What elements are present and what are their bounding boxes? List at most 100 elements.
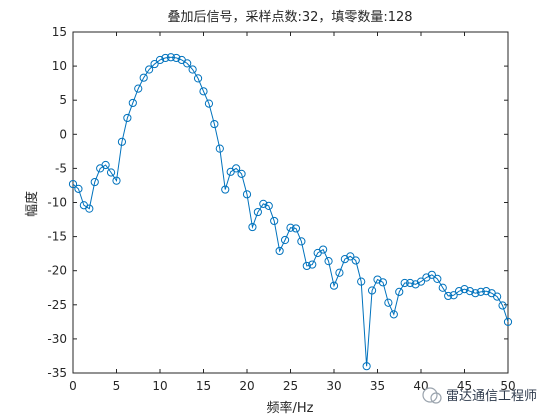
- chart-title: 叠加后信号，采样点数:32，填零数量:128: [167, 10, 412, 25]
- data-point: [101, 160, 110, 170]
- x-tick-label: 0: [69, 379, 77, 393]
- data-point: [85, 204, 94, 213]
- data-point: [139, 73, 148, 82]
- data-point: [362, 362, 371, 371]
- data-point: [346, 252, 355, 261]
- data-point: [308, 260, 317, 269]
- y-tick-label: -35: [47, 366, 67, 380]
- x-tick-label: 20: [239, 379, 254, 393]
- data-point: [134, 84, 143, 93]
- data-point: [444, 291, 453, 301]
- data-point: [433, 274, 442, 283]
- data-point: [465, 287, 475, 296]
- data-point: [237, 169, 246, 178]
- data-point: [498, 301, 507, 310]
- watermark-logo-icon: [422, 387, 438, 403]
- data-point: [253, 207, 262, 217]
- data-point: [155, 55, 165, 65]
- watermark: 雷达通信工程师: [422, 387, 537, 404]
- data-point: [145, 65, 154, 74]
- x-tick-label: 15: [196, 379, 211, 393]
- data-point: [460, 285, 469, 294]
- data-point: [204, 99, 214, 108]
- data-point: [406, 278, 415, 288]
- x-tick-label: 40: [413, 379, 428, 393]
- data-point: [161, 53, 170, 63]
- x-tick-label: 5: [113, 379, 121, 393]
- data-point: [438, 283, 447, 292]
- data-point: [199, 87, 208, 96]
- y-tick-label: -15: [47, 230, 67, 244]
- x-tick-label: 35: [370, 379, 385, 393]
- data-point: [183, 59, 192, 68]
- data-point: [302, 261, 311, 271]
- data-point: [242, 190, 252, 199]
- data-point: [416, 277, 426, 286]
- y-tick-label: -10: [47, 196, 67, 210]
- data-point: [117, 137, 127, 146]
- y-tick-label: 15: [52, 25, 67, 39]
- x-tick-label: 45: [457, 379, 472, 393]
- data-point: [449, 291, 458, 300]
- y-axis-label: 幅度: [24, 191, 40, 217]
- data-point: [280, 235, 290, 245]
- y-tick-label: 10: [52, 59, 67, 73]
- watermark-logo-icon-2: [430, 392, 442, 404]
- y-tick-label: 0: [59, 127, 67, 141]
- data-point: [493, 292, 502, 301]
- data-point: [297, 237, 306, 246]
- data-point: [286, 223, 295, 232]
- data-point: [400, 278, 409, 288]
- data-point: [248, 222, 257, 232]
- watermark-text: 雷达通信工程师: [446, 389, 537, 404]
- data-point: [166, 53, 175, 62]
- data-point: [128, 98, 137, 108]
- data-point: [193, 74, 203, 83]
- data-point: [367, 286, 377, 295]
- data-point: [259, 199, 268, 208]
- data-point: [215, 144, 224, 153]
- data-point: [68, 179, 78, 189]
- y-tick-label: -5: [55, 161, 67, 175]
- data-point: [384, 298, 393, 307]
- data-point: [351, 256, 360, 265]
- data-point: [123, 113, 132, 123]
- x-tick-label: 50: [500, 379, 515, 393]
- data-point: [232, 164, 241, 173]
- x-axis-label: 频率/Hz: [267, 400, 314, 416]
- y-tick-label: -25: [47, 298, 67, 312]
- data-point: [210, 119, 219, 129]
- data-point: [471, 289, 480, 298]
- axes: [72, 31, 509, 374]
- data-point: [264, 201, 273, 211]
- x-tick-label: 30: [326, 379, 341, 393]
- data-point: [319, 245, 328, 254]
- plot-area: [73, 32, 508, 373]
- data-point: [150, 59, 159, 69]
- y-tick-label: 5: [59, 93, 67, 107]
- data-point: [188, 65, 197, 74]
- x-tick-label: 25: [283, 379, 298, 393]
- data-point: [389, 310, 398, 319]
- x-tick-label: 10: [152, 379, 167, 393]
- data-point: [275, 246, 284, 256]
- data-point: [90, 177, 99, 187]
- data-point: [482, 287, 491, 296]
- data-point: [324, 257, 333, 266]
- data-point: [270, 216, 279, 226]
- data-point: [335, 268, 344, 277]
- data-point: [106, 168, 116, 177]
- data-point: [74, 184, 83, 193]
- data-point: [357, 277, 366, 286]
- data-point: [221, 185, 230, 194]
- data-point: [427, 270, 436, 279]
- data-point: [329, 281, 339, 290]
- data-point: [454, 287, 464, 296]
- data-point: [476, 287, 485, 296]
- y-tick-label: -30: [47, 332, 67, 346]
- data-point: [395, 287, 404, 296]
- data-point: [291, 224, 301, 233]
- data-point: [503, 317, 513, 326]
